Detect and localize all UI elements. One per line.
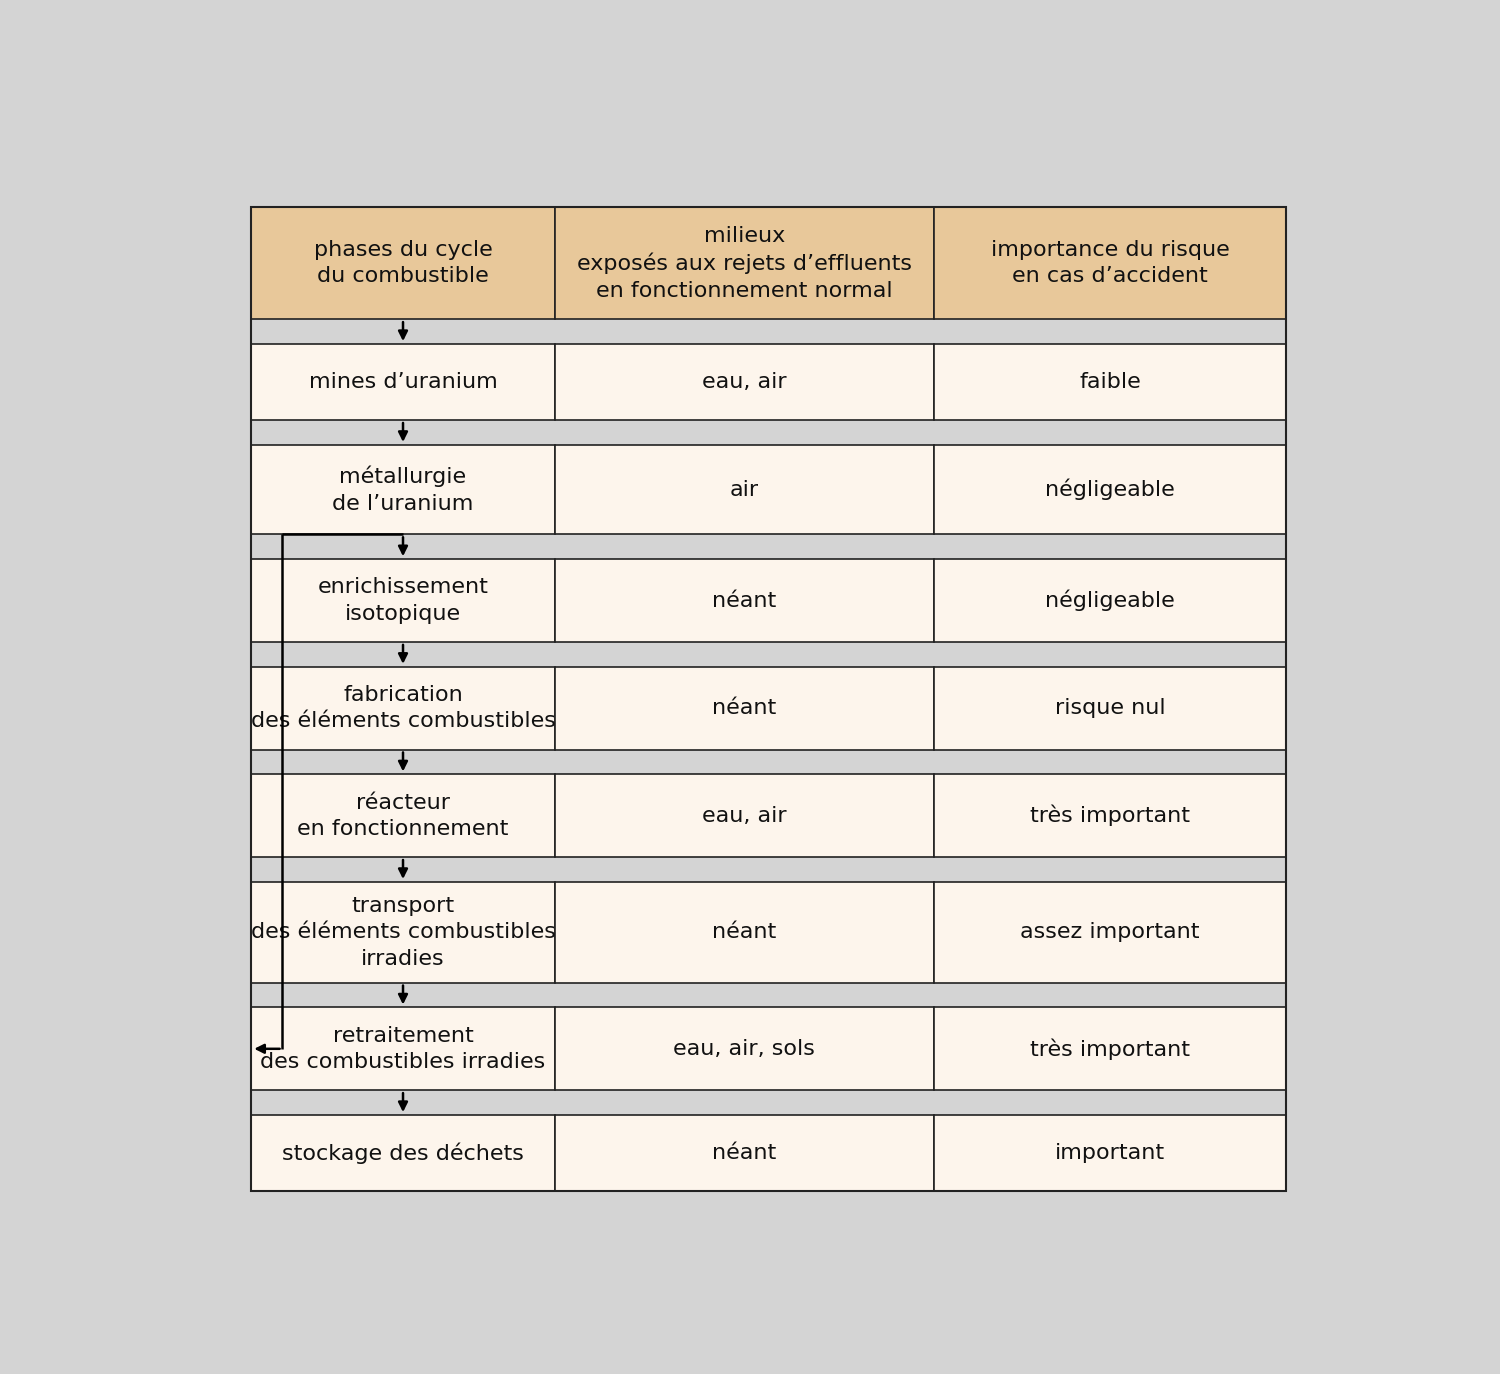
Bar <box>252 207 1286 1191</box>
Text: eau, air: eau, air <box>702 805 786 826</box>
Text: néant: néant <box>712 922 777 943</box>
Text: très important: très important <box>1030 805 1190 826</box>
Text: enrichissement
isotopique: enrichissement isotopique <box>318 577 489 624</box>
Text: eau, air, sols: eau, air, sols <box>674 1039 816 1059</box>
Text: important: important <box>1054 1143 1166 1162</box>
Bar <box>934 344 1286 420</box>
Bar <box>555 207 934 319</box>
Text: négligeable: négligeable <box>1046 480 1174 500</box>
Bar <box>934 559 1286 642</box>
Text: très important: très important <box>1030 1037 1190 1059</box>
Bar <box>934 1114 1286 1191</box>
Text: phases du cycle
du combustible: phases du cycle du combustible <box>314 240 492 286</box>
Bar <box>934 1007 1286 1090</box>
Text: néant: néant <box>712 1143 777 1162</box>
Bar <box>555 774 934 857</box>
Bar <box>934 666 1286 750</box>
Bar <box>934 774 1286 857</box>
Text: eau, air: eau, air <box>702 372 786 392</box>
Text: réacteur
en fonctionnement: réacteur en fonctionnement <box>297 793 508 840</box>
Text: risque nul: risque nul <box>1054 698 1166 719</box>
Bar <box>555 344 934 420</box>
Bar <box>555 559 934 642</box>
Text: assez important: assez important <box>1020 922 1200 943</box>
Bar <box>555 1114 934 1191</box>
Bar <box>555 445 934 534</box>
Text: stockage des déchets: stockage des déchets <box>282 1142 524 1164</box>
Bar <box>934 882 1286 982</box>
Text: néant: néant <box>712 698 777 719</box>
Bar <box>252 445 555 534</box>
Bar <box>252 344 555 420</box>
Bar <box>252 666 555 750</box>
Text: air: air <box>730 480 759 500</box>
Bar <box>252 207 555 319</box>
Bar <box>555 666 934 750</box>
Bar <box>252 559 555 642</box>
Bar <box>252 1114 555 1191</box>
Text: retraitement
des combustibles irradies: retraitement des combustibles irradies <box>261 1025 546 1072</box>
Text: mines d’uranium: mines d’uranium <box>309 372 498 392</box>
Text: métallurgie
de l’uranium: métallurgie de l’uranium <box>333 466 474 514</box>
Bar <box>252 882 555 982</box>
Text: négligeable: négligeable <box>1046 589 1174 611</box>
Bar <box>555 882 934 982</box>
Text: transport
des éléments combustibles
irradies: transport des éléments combustibles irra… <box>251 896 555 969</box>
Text: fabrication
des éléments combustibles: fabrication des éléments combustibles <box>251 684 555 731</box>
Bar <box>252 1007 555 1090</box>
Bar <box>934 207 1286 319</box>
Bar <box>555 1007 934 1090</box>
Text: importance du risque
en cas d’accident: importance du risque en cas d’accident <box>992 240 1230 286</box>
Bar <box>934 445 1286 534</box>
Bar <box>252 774 555 857</box>
Text: faible: faible <box>1080 372 1142 392</box>
Text: milieux
exposés aux rejets d’effluents
en fonctionnement normal: milieux exposés aux rejets d’effluents e… <box>578 225 912 301</box>
Text: néant: néant <box>712 591 777 610</box>
